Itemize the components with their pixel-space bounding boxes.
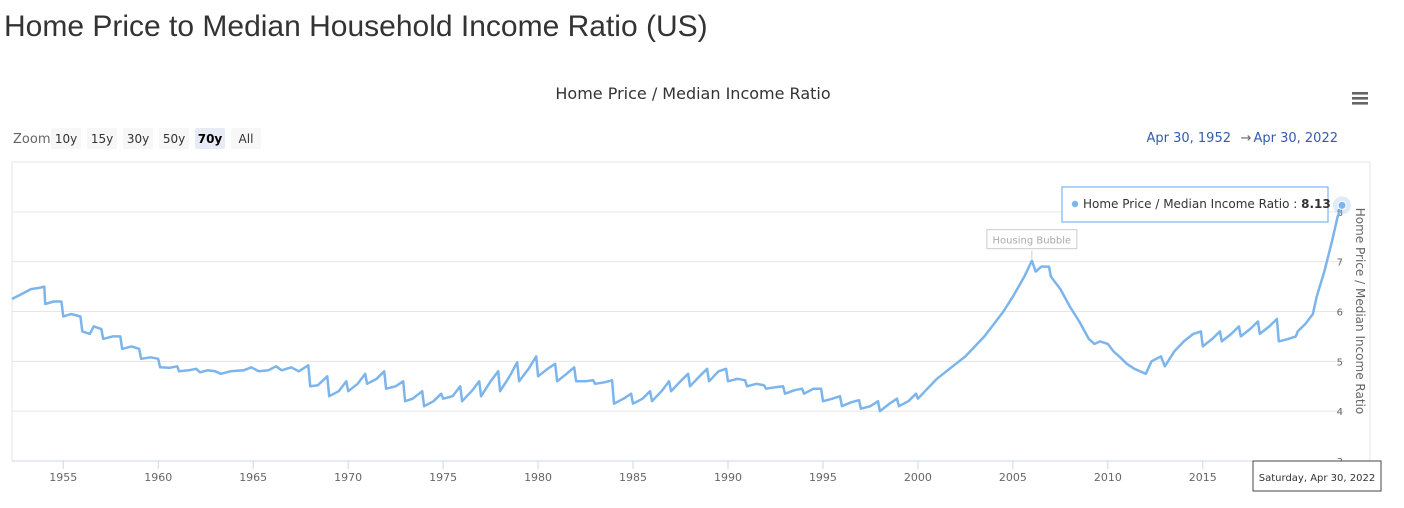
x-tick-label: 1965 — [239, 471, 267, 484]
zoom-button-label: 10y — [55, 132, 77, 146]
x-tick-label: 2000 — [904, 471, 932, 484]
tooltip-series-dot — [1071, 200, 1079, 208]
range-to-date[interactable]: Apr 30, 2022 — [1253, 131, 1338, 146]
tooltip-value: 8.13 — [1301, 197, 1331, 211]
x-tick-label: 2015 — [1189, 471, 1217, 484]
page-title: Home Price to Median Household Income Ra… — [4, 10, 708, 43]
zoom-button-label: 15y — [91, 132, 113, 146]
hamburger-menu-icon[interactable] — [1350, 90, 1370, 108]
x-tick-label: 2005 — [999, 471, 1027, 484]
x-tick-label: 1970 — [334, 471, 362, 484]
zoom-button-label: 70y — [198, 132, 223, 146]
housing-bubble-annotation: Housing Bubble — [986, 229, 1078, 259]
zoom-button-10y[interactable]: 10y — [51, 128, 81, 149]
y-tick-label: 5 — [1337, 357, 1343, 368]
x-tick-label: 1975 — [429, 471, 457, 484]
hover-point — [1337, 200, 1347, 210]
x-tick-label: 1960 — [144, 471, 172, 484]
zoom-button-All[interactable]: All — [231, 128, 261, 149]
x-tick-label: 1995 — [809, 471, 837, 484]
zoom-button-label: 50y — [163, 132, 185, 146]
chart-title: Home Price / Median Income Ratio — [555, 84, 830, 103]
tooltip-series-name: Home Price / Median Income Ratio — [1083, 197, 1289, 211]
zoom-button-label: All — [239, 132, 254, 146]
x-tick-label: 1955 — [49, 471, 77, 484]
zoom-button-70y[interactable]: 70y — [195, 128, 225, 149]
y-tick-label: 7 — [1337, 258, 1343, 269]
zoom-label: Zoom — [13, 132, 50, 147]
y-axis-title: Home Price / Median Income Ratio — [1353, 208, 1367, 414]
zoom-buttons: 10y 15y 30y 50y 70y All — [51, 128, 261, 149]
date-tooltip: Saturday, Apr 30, 2022 — [1252, 460, 1382, 492]
x-tick-label: 1980 — [524, 471, 552, 484]
date-tooltip-label: Saturday, Apr 30, 2022 — [1259, 473, 1375, 484]
y-axis: 345678 — [1337, 208, 1343, 468]
range-from-date[interactable]: Apr 30, 1952 — [1146, 131, 1231, 146]
zoom-button-15y[interactable]: 15y — [87, 128, 117, 149]
annotation-text: Housing Bubble — [993, 236, 1072, 247]
hover-point-marker — [1333, 196, 1351, 215]
zoom-button-label: 30y — [127, 132, 149, 146]
svg-text:Home Price / Median Income Rat: Home Price / Median Income Ratio : 8.13 — [1083, 197, 1331, 211]
x-tick-label: 1990 — [714, 471, 742, 484]
series-line — [11, 204, 1344, 413]
range-arrow: → — [1241, 131, 1252, 146]
y-tick-label: 4 — [1337, 407, 1343, 418]
tooltip: Home Price / Median Income Ratio : 8.13 — [1061, 186, 1331, 223]
zoom-button-30y[interactable]: 30y — [123, 128, 153, 149]
x-tick-label: 1985 — [619, 471, 647, 484]
y-tick-label: 6 — [1337, 308, 1343, 319]
x-axis: 1955 1960 1965 1970 1975 1980 1985 1990 1995 2000… — [12, 460, 1370, 484]
x-tick-label: 2010 — [1094, 471, 1122, 484]
annotation-box — [986, 229, 1078, 250]
zoom-button-50y[interactable]: 50y — [159, 128, 189, 149]
